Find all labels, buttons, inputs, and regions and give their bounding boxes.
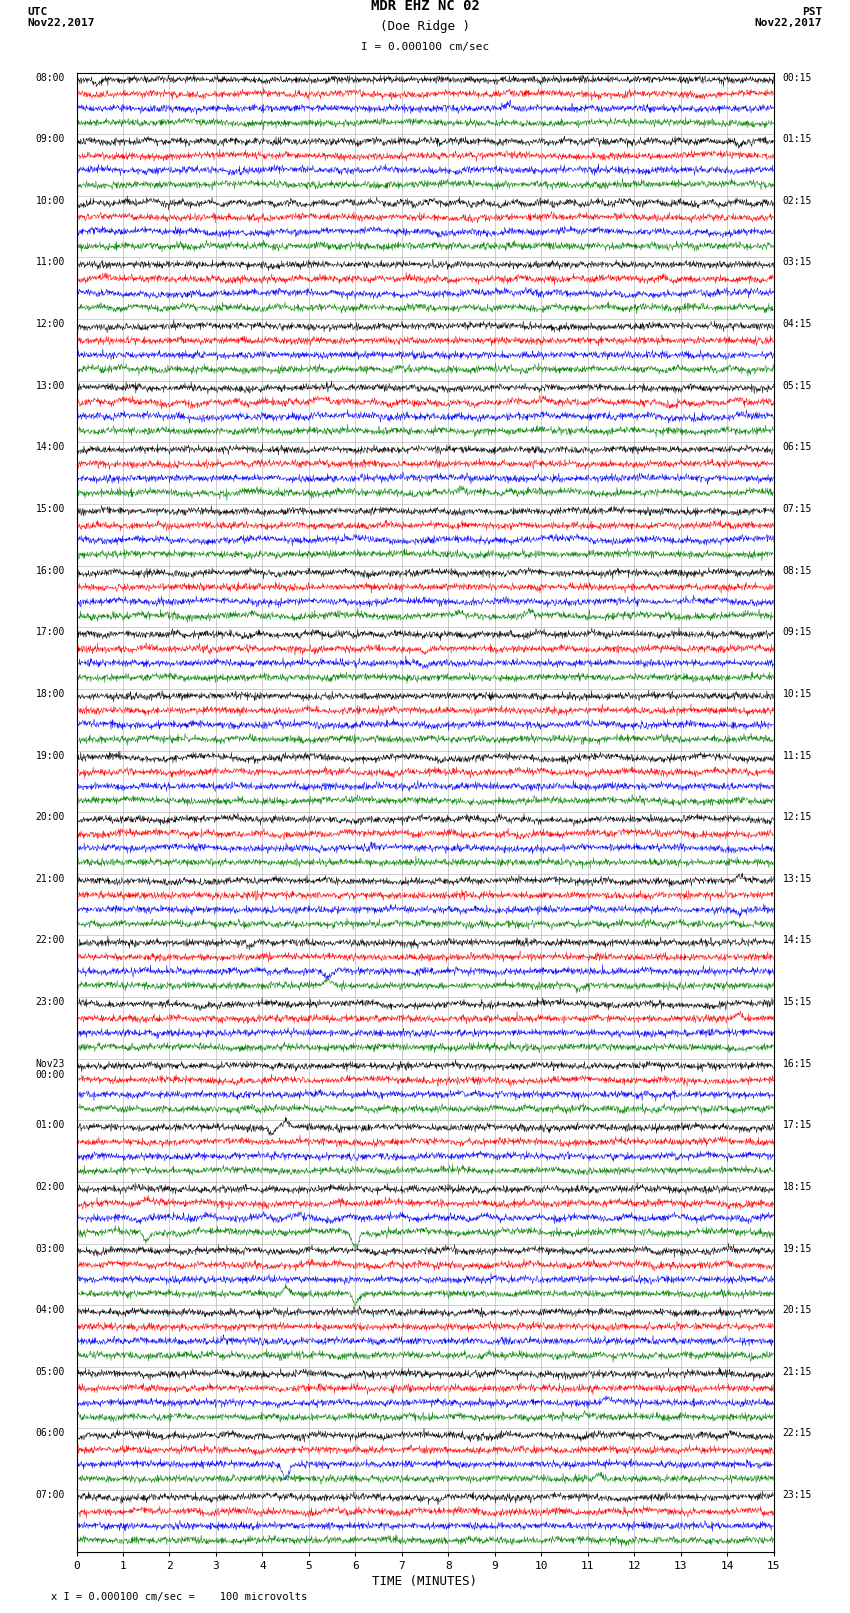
Text: 15:00: 15:00 [36,503,65,515]
Text: 16:15: 16:15 [783,1058,812,1069]
Text: 06:00: 06:00 [36,1429,65,1439]
Text: 23:00: 23:00 [36,997,65,1007]
Text: 23:15: 23:15 [783,1490,812,1500]
Text: Nov23
00:00: Nov23 00:00 [36,1058,65,1081]
Text: 15:15: 15:15 [783,997,812,1007]
Text: 09:00: 09:00 [36,134,65,144]
Text: 03:00: 03:00 [36,1244,65,1253]
Text: (Doe Ridge ): (Doe Ridge ) [380,19,470,32]
Text: 06:15: 06:15 [783,442,812,452]
Text: 01:00: 01:00 [36,1121,65,1131]
Text: PST
Nov22,2017: PST Nov22,2017 [755,6,822,27]
Text: UTC
Nov22,2017: UTC Nov22,2017 [28,6,95,27]
Text: 19:00: 19:00 [36,750,65,760]
Text: 18:00: 18:00 [36,689,65,698]
Text: 14:15: 14:15 [783,936,812,945]
Text: 04:00: 04:00 [36,1305,65,1315]
Text: 20:00: 20:00 [36,813,65,823]
Text: 01:15: 01:15 [783,134,812,144]
Text: 02:00: 02:00 [36,1182,65,1192]
Text: MDR EHZ NC 02: MDR EHZ NC 02 [371,0,479,13]
Text: 12:00: 12:00 [36,319,65,329]
Text: 13:00: 13:00 [36,381,65,390]
Text: 21:00: 21:00 [36,874,65,884]
Text: 11:00: 11:00 [36,258,65,268]
Text: 10:15: 10:15 [783,689,812,698]
Text: 17:00: 17:00 [36,627,65,637]
Text: 02:15: 02:15 [783,195,812,206]
Text: 05:15: 05:15 [783,381,812,390]
Text: 16:00: 16:00 [36,566,65,576]
Text: 07:00: 07:00 [36,1490,65,1500]
Text: 03:15: 03:15 [783,258,812,268]
Text: 09:15: 09:15 [783,627,812,637]
Text: 18:15: 18:15 [783,1182,812,1192]
Text: 13:15: 13:15 [783,874,812,884]
Text: I = 0.000100 cm/sec: I = 0.000100 cm/sec [361,42,489,52]
Text: 12:15: 12:15 [783,813,812,823]
Text: 04:15: 04:15 [783,319,812,329]
Text: 17:15: 17:15 [783,1121,812,1131]
Text: 00:15: 00:15 [783,73,812,82]
Text: 10:00: 10:00 [36,195,65,206]
Text: 22:00: 22:00 [36,936,65,945]
Text: 08:15: 08:15 [783,566,812,576]
Text: 07:15: 07:15 [783,503,812,515]
Text: 21:15: 21:15 [783,1366,812,1378]
Text: 11:15: 11:15 [783,750,812,760]
Text: 05:00: 05:00 [36,1366,65,1378]
Text: 20:15: 20:15 [783,1305,812,1315]
Text: 08:00: 08:00 [36,73,65,82]
Text: 14:00: 14:00 [36,442,65,452]
X-axis label: TIME (MINUTES): TIME (MINUTES) [372,1574,478,1587]
Text: x I = 0.000100 cm/sec =    100 microvolts: x I = 0.000100 cm/sec = 100 microvolts [51,1592,307,1602]
Text: 22:15: 22:15 [783,1429,812,1439]
Text: 19:15: 19:15 [783,1244,812,1253]
